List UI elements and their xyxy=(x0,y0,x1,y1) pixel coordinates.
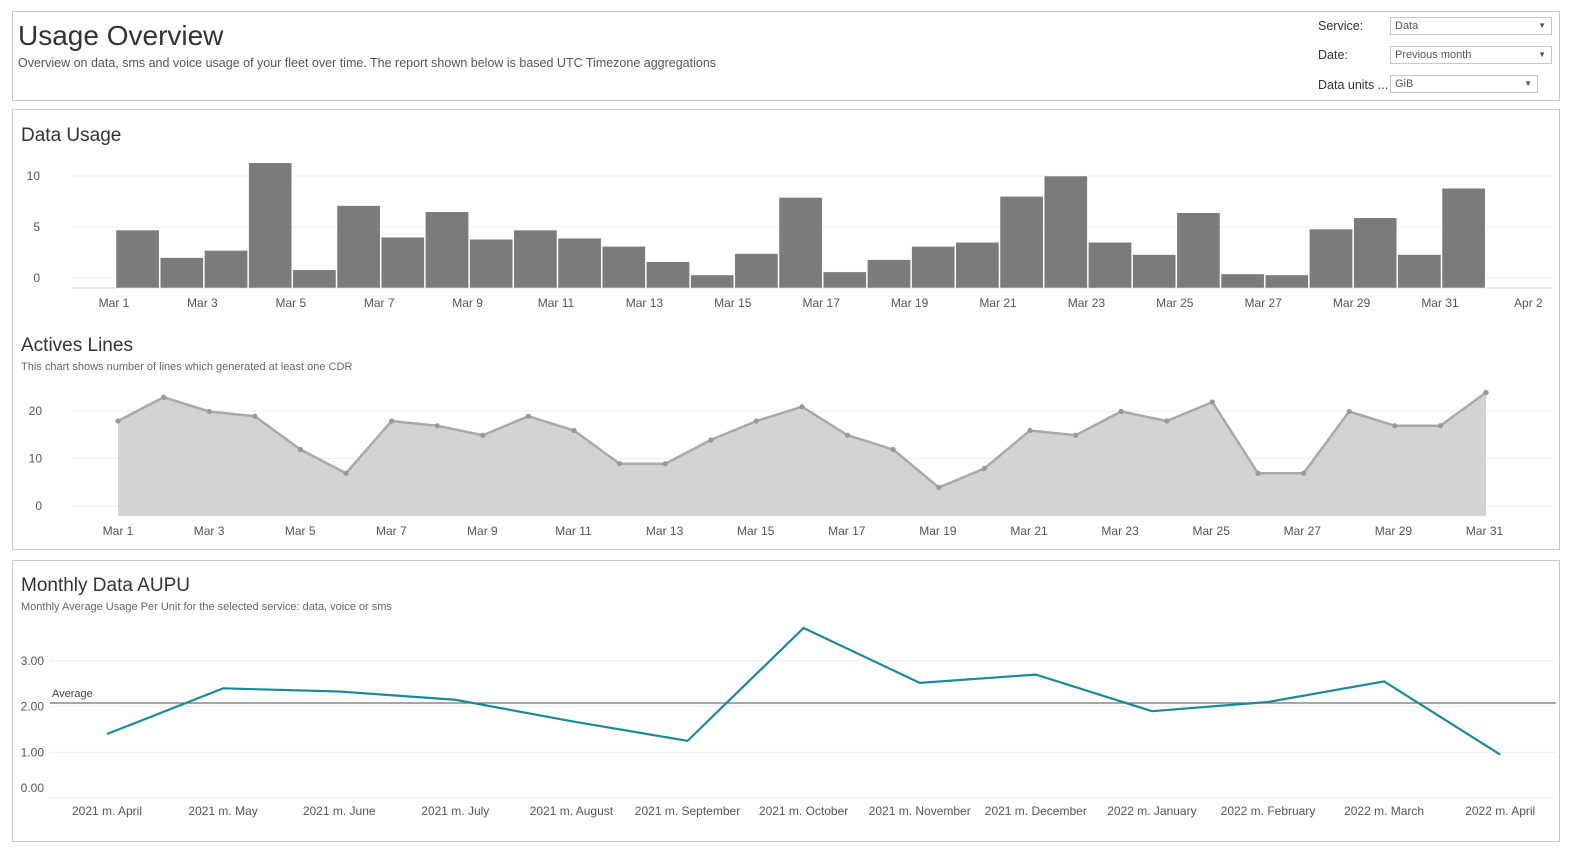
service-filter-label: Service: xyxy=(1318,19,1364,33)
service-filter-select[interactable]: Data ▼ xyxy=(1390,17,1552,35)
date-filter-value: Previous month xyxy=(1395,49,1472,61)
data-usage-title: Data Usage xyxy=(21,125,122,146)
date-filter-label: Date: xyxy=(1318,48,1348,62)
data-units-filter-label: Data units ... xyxy=(1318,78,1389,92)
date-filter-select[interactable]: Previous month ▼ xyxy=(1390,46,1552,64)
data-units-filter-value: GiB xyxy=(1395,78,1414,90)
charts-panel: Data Usage Actives Lines This chart show… xyxy=(12,109,1560,550)
active-lines-subtitle: This chart shows number of lines which g… xyxy=(21,361,353,373)
page-title: Usage Overview xyxy=(18,20,224,51)
service-filter-value: Data xyxy=(1395,20,1419,32)
aupu-title: Monthly Data AUPU xyxy=(21,575,190,596)
chevron-down-icon: ▼ xyxy=(1524,79,1532,88)
header-panel: Usage Overview Overview on data, sms and… xyxy=(12,11,1560,101)
active-lines-title: Actives Lines xyxy=(21,335,133,356)
aupu-subtitle: Monthly Average Usage Per Unit for the s… xyxy=(21,601,392,613)
aupu-panel: Monthly Data AUPU Monthly Average Usage … xyxy=(12,560,1560,842)
page-subtitle: Overview on data, sms and voice usage of… xyxy=(18,56,717,70)
chevron-down-icon: ▼ xyxy=(1538,50,1546,59)
chevron-down-icon: ▼ xyxy=(1538,21,1546,30)
data-units-filter-select[interactable]: GiB ▼ xyxy=(1390,75,1538,93)
